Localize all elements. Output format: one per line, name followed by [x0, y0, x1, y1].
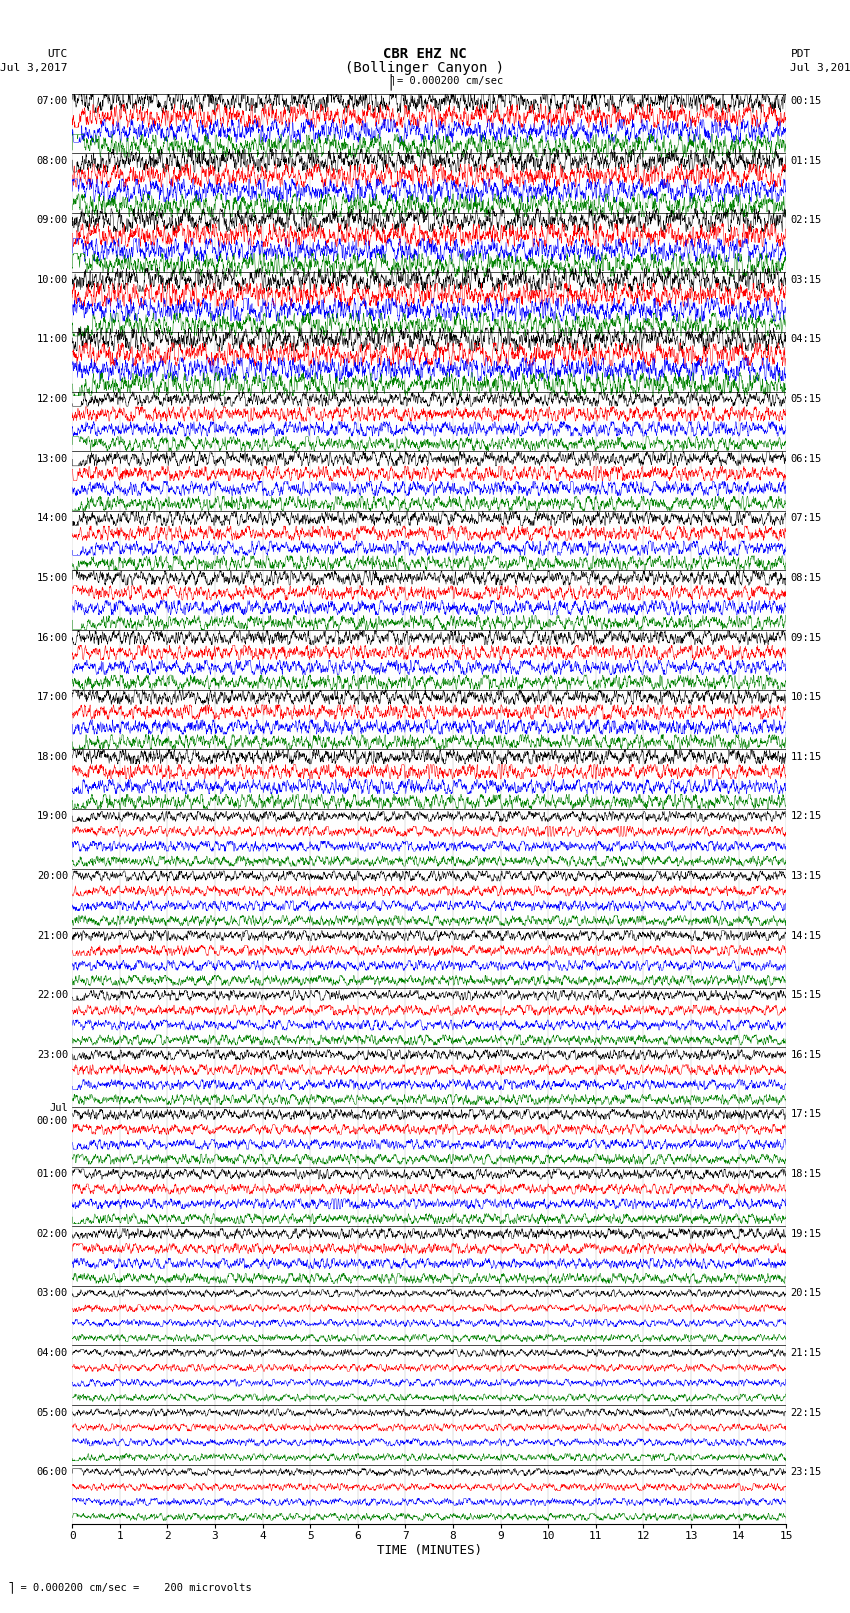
Text: 11:00: 11:00 — [37, 334, 68, 345]
Text: = 0.000200 cm/sec: = 0.000200 cm/sec — [397, 76, 503, 87]
Text: 12:00: 12:00 — [37, 394, 68, 405]
Text: 17:00: 17:00 — [37, 692, 68, 702]
Text: 21:00: 21:00 — [37, 931, 68, 940]
Text: 06:15: 06:15 — [790, 453, 822, 463]
Text: 09:00: 09:00 — [37, 215, 68, 226]
Text: (Bollinger Canyon ): (Bollinger Canyon ) — [345, 61, 505, 74]
Text: 22:15: 22:15 — [790, 1408, 822, 1418]
Text: 16:00: 16:00 — [37, 632, 68, 642]
Text: Jul 3,2017: Jul 3,2017 — [1, 63, 68, 73]
Text: 03:00: 03:00 — [37, 1289, 68, 1298]
Text: 18:15: 18:15 — [790, 1169, 822, 1179]
Text: 00:00: 00:00 — [37, 1116, 68, 1126]
Text: 07:00: 07:00 — [37, 97, 68, 106]
Text: 04:15: 04:15 — [790, 334, 822, 345]
Text: 03:15: 03:15 — [790, 274, 822, 286]
Text: 09:15: 09:15 — [790, 632, 822, 642]
Text: 10:15: 10:15 — [790, 692, 822, 702]
Text: Jul: Jul — [49, 1103, 68, 1113]
Text: 16:15: 16:15 — [790, 1050, 822, 1060]
Text: 05:15: 05:15 — [790, 394, 822, 405]
Text: 13:00: 13:00 — [37, 453, 68, 463]
Text: 02:15: 02:15 — [790, 215, 822, 226]
Text: 20:15: 20:15 — [790, 1289, 822, 1298]
Text: 05:00: 05:00 — [37, 1408, 68, 1418]
Text: Jul 3,2017: Jul 3,2017 — [790, 63, 850, 73]
Text: 17:15: 17:15 — [790, 1110, 822, 1119]
Text: 10:00: 10:00 — [37, 274, 68, 286]
Text: 14:15: 14:15 — [790, 931, 822, 940]
Text: 12:15: 12:15 — [790, 811, 822, 821]
Text: 08:00: 08:00 — [37, 155, 68, 166]
Text: ⎤ = 0.000200 cm/sec =    200 microvolts: ⎤ = 0.000200 cm/sec = 200 microvolts — [8, 1581, 252, 1594]
Text: 18:00: 18:00 — [37, 752, 68, 761]
Text: UTC: UTC — [48, 48, 68, 60]
Text: 02:00: 02:00 — [37, 1229, 68, 1239]
Text: 01:15: 01:15 — [790, 155, 822, 166]
Text: 22:00: 22:00 — [37, 990, 68, 1000]
Text: 13:15: 13:15 — [790, 871, 822, 881]
Text: 23:15: 23:15 — [790, 1468, 822, 1478]
Text: 15:00: 15:00 — [37, 573, 68, 582]
Text: 06:00: 06:00 — [37, 1468, 68, 1478]
Text: 00:15: 00:15 — [790, 97, 822, 106]
Text: 04:00: 04:00 — [37, 1348, 68, 1358]
Text: 11:15: 11:15 — [790, 752, 822, 761]
Text: 15:15: 15:15 — [790, 990, 822, 1000]
X-axis label: TIME (MINUTES): TIME (MINUTES) — [377, 1544, 482, 1557]
Text: 14:00: 14:00 — [37, 513, 68, 523]
Text: 21:15: 21:15 — [790, 1348, 822, 1358]
Text: 19:00: 19:00 — [37, 811, 68, 821]
Text: 07:15: 07:15 — [790, 513, 822, 523]
Text: 19:15: 19:15 — [790, 1229, 822, 1239]
Text: ⎤: ⎤ — [390, 77, 395, 85]
Text: 20:00: 20:00 — [37, 871, 68, 881]
Text: 01:00: 01:00 — [37, 1169, 68, 1179]
Text: PDT: PDT — [790, 48, 811, 60]
Text: 23:00: 23:00 — [37, 1050, 68, 1060]
Text: CBR EHZ NC: CBR EHZ NC — [383, 47, 467, 61]
Text: │: │ — [387, 73, 395, 90]
Text: 08:15: 08:15 — [790, 573, 822, 582]
